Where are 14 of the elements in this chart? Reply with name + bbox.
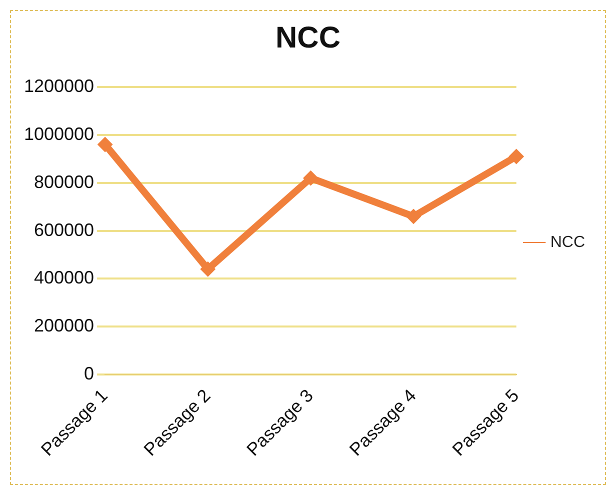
y-tick-label: 1200000 — [24, 76, 94, 96]
point — [200, 262, 216, 277]
chart-title: NCC — [276, 21, 340, 54]
legend-label: NCC — [550, 234, 586, 251]
y-tick-label: 400000 — [34, 268, 94, 288]
point — [508, 149, 524, 164]
y-tick-label: 600000 — [34, 220, 94, 240]
y-tick-label: 1000000 — [24, 124, 94, 144]
y-tick-label: 0 — [84, 364, 94, 384]
point — [98, 137, 113, 152]
y-tick-label: 800000 — [34, 172, 94, 192]
point — [303, 170, 318, 186]
y-tick-label: 200000 — [34, 316, 94, 336]
point — [406, 208, 422, 224]
